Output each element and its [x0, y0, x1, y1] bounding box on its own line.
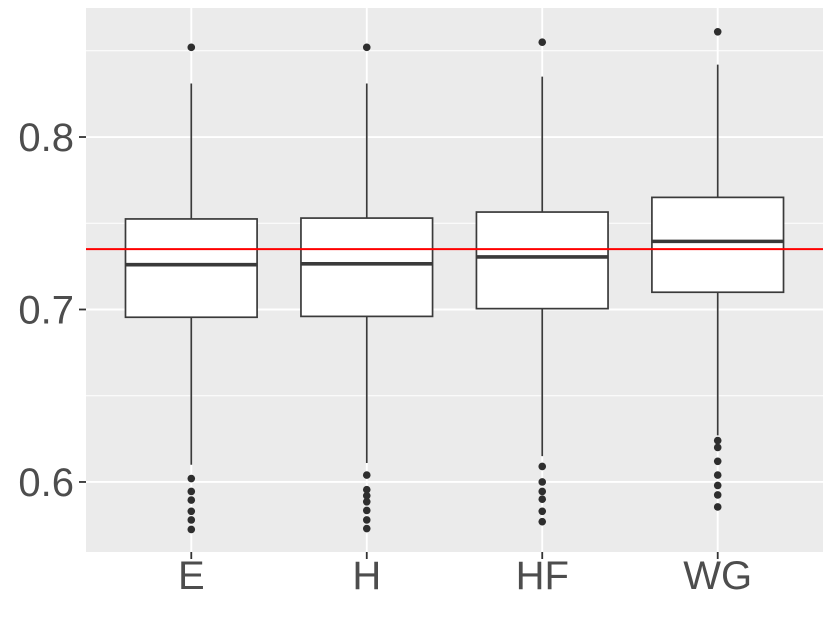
- outlier-point: [713, 436, 722, 445]
- y-axis-label: 0.7: [18, 288, 74, 332]
- x-axis-label-E: E: [178, 554, 205, 598]
- outlier-point: [538, 507, 547, 516]
- outlier-point: [362, 516, 371, 524]
- outlier-point: [538, 462, 547, 471]
- outlier-point: [187, 525, 196, 534]
- outlier-point: [362, 506, 371, 515]
- x-axis-label-HF: HF: [516, 554, 569, 598]
- y-axis-label: 0.8: [18, 116, 74, 160]
- outlier-point: [362, 485, 371, 494]
- x-axis-label-WG: WG: [683, 554, 752, 598]
- outlier-point: [187, 487, 196, 496]
- box-WG: [651, 196, 785, 294]
- box-H: [300, 217, 434, 318]
- outlier-point: [187, 474, 196, 483]
- outlier-point: [713, 28, 722, 36]
- outlier-point: [538, 495, 547, 504]
- outlier-point: [362, 491, 371, 500]
- outlier-point: [713, 481, 722, 490]
- y-axis-label: 0.6: [18, 461, 74, 505]
- outlier-point: [187, 516, 196, 524]
- outlier-point: [538, 38, 547, 46]
- outlier-point: [713, 471, 722, 479]
- box-E: [124, 218, 258, 319]
- outlier-point: [713, 503, 722, 511]
- x-axis-label-H: H: [352, 554, 381, 598]
- box-HF: [475, 211, 609, 310]
- outlier-point: [713, 443, 722, 452]
- outlier-point: [362, 471, 371, 479]
- outlier-point: [538, 487, 547, 496]
- outlier-point: [713, 457, 722, 466]
- outlier-point: [187, 496, 196, 504]
- outlier-point: [538, 478, 547, 486]
- outlier-point: [362, 43, 371, 52]
- outlier-point: [713, 491, 722, 499]
- outlier-point: [362, 524, 371, 533]
- outlier-point: [187, 507, 196, 516]
- outlier-point: [362, 498, 371, 506]
- outlier-point: [187, 43, 196, 52]
- outlier-point: [538, 517, 547, 526]
